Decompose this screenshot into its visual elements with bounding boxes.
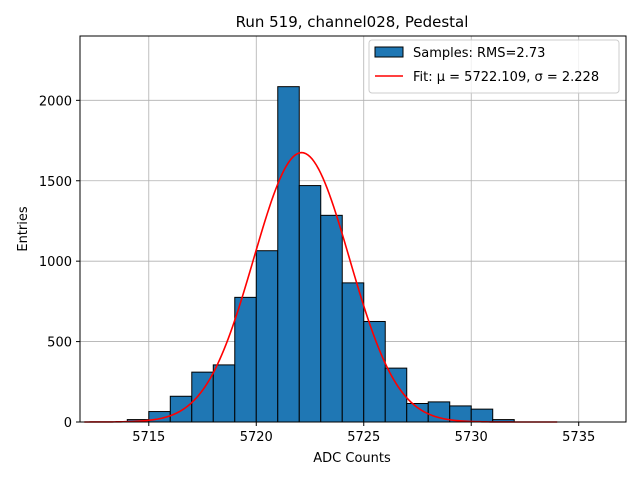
histogram-bar — [298, 185, 322, 423]
histogram-bar — [320, 214, 343, 423]
legend-label-samples: Samples: RMS=2.73 — [413, 46, 545, 61]
histogram-bar — [234, 296, 257, 423]
histogram-bar — [255, 250, 279, 423]
histogram-bar — [470, 408, 494, 423]
x-tick-label: 5715 — [132, 430, 165, 445]
x-tick-label: 5725 — [347, 430, 380, 445]
chart-title: Run 519, channel028, Pedestal — [236, 13, 469, 31]
histogram-bars — [126, 86, 515, 423]
plot-area-frame — [79, 35, 627, 423]
legend-box — [368, 39, 620, 94]
legend: Samples: RMS=2.73 Fit: μ = 5722.109, σ =… — [368, 39, 620, 94]
legend-label-fit: Fit: μ = 5722.109, σ = 2.228 — [413, 70, 599, 85]
histogram-bar — [169, 395, 193, 423]
x-axis-label: ADC Counts — [313, 451, 391, 466]
histogram-bar — [341, 282, 365, 423]
histogram-bar — [277, 86, 300, 423]
y-tick-label: 1000 — [39, 255, 72, 270]
x-tick-label: 5730 — [455, 430, 488, 445]
x-tick-label: 5735 — [562, 430, 595, 445]
y-tick-label: 500 — [47, 336, 72, 351]
histogram-bar — [212, 364, 236, 423]
y-tick-label: 0 — [64, 416, 72, 431]
x-tick-label: 5720 — [240, 430, 273, 445]
y-tick-label: 1500 — [39, 175, 72, 190]
y-tick-label: 2000 — [39, 94, 72, 109]
axis-ticks: 5715 5720 5725 5730 5735 0 500 1000 1500 2000 — [39, 94, 595, 445]
y-axis-label: Entries — [16, 206, 31, 252]
legend-swatch-samples — [374, 46, 404, 58]
